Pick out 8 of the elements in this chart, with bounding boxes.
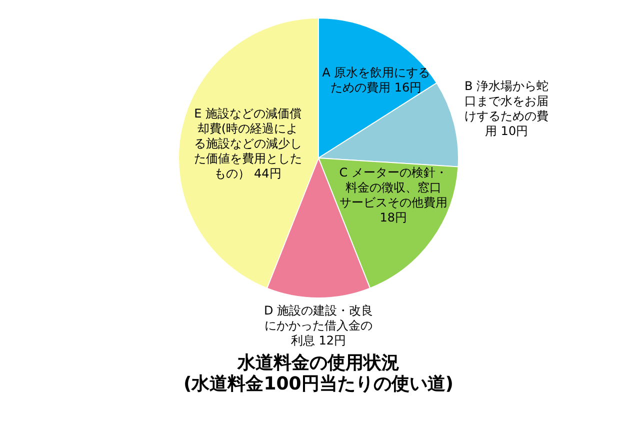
text: 水道料金の使用状況: [236, 352, 400, 374]
slice-label: C メーターの検針・料金の徴収、窓口サービスその他費用: [339, 166, 448, 210]
slice-label: B 浄水場から蛇口まで水をお届けするための費用 10円: [464, 79, 549, 138]
slice-label: E 施設などの減価償却費(時の経過による施設などの減少した価値を費用としたもの） 44円: [194, 106, 302, 181]
data-label: 18円: [380, 210, 408, 225]
slice-label: A 原水を飲用にするための費用 16円: [322, 66, 430, 95]
text: (水道料金100円当たりの使い道): [183, 374, 454, 394]
slice-label: D 施設の建設・改良にかかった借入金の利息 12円: [264, 304, 374, 348]
